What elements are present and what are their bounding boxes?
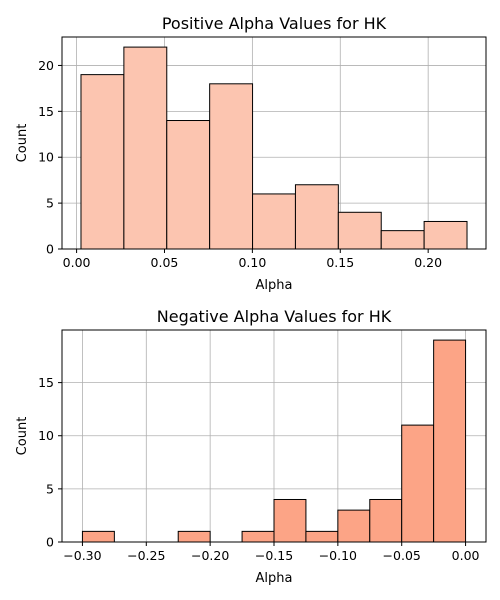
x-axis-label: Alpha	[256, 571, 293, 586]
y-tick-label: 10	[38, 150, 54, 165]
x-tick-label: −0.20	[191, 548, 229, 563]
histogram-bar	[401, 424, 435, 543]
histogram-bar	[337, 509, 371, 543]
y-tick-label: 5	[46, 196, 54, 211]
x-tick-label: 0.15	[326, 255, 354, 270]
y-axis-label: Count	[15, 124, 30, 163]
x-tick-label: 0.00	[452, 548, 480, 563]
y-tick-label: 0	[46, 242, 54, 257]
histogram-bar	[305, 530, 339, 543]
x-tick-label: 0.00	[63, 255, 91, 270]
y-tick-label: 20	[38, 58, 54, 73]
x-tick-label: −0.05	[383, 548, 421, 563]
x-tick-label: 0.05	[151, 255, 179, 270]
chart-title: Negative Alpha Values for HK	[157, 307, 392, 326]
histogram-bar	[273, 498, 307, 543]
histogram-bar	[80, 74, 125, 250]
histogram-bar	[209, 83, 254, 250]
histogram-bar	[337, 211, 382, 250]
y-tick-label: 10	[38, 428, 54, 443]
x-axis-label: Alpha	[256, 278, 293, 293]
x-tick-label: −0.10	[319, 548, 357, 563]
histogram-bar	[423, 220, 468, 250]
x-tick-label: 0.20	[414, 255, 442, 270]
histogram-bar	[369, 498, 403, 543]
histogram-bar	[177, 530, 211, 543]
x-tick-label: −0.30	[63, 548, 101, 563]
y-tick-label: 15	[38, 104, 54, 119]
histogram-bar	[123, 46, 168, 250]
chart-2: −0.30 −0.25 −0.20 −0.15 −0.10 −0.05 0.00 0 5 10 15…	[15, 307, 487, 586]
chart-1: 0.00 0.05 0.10 0.15 0.20 0 5 10 15 20 Positive Alp…	[15, 14, 487, 293]
histogram-bar	[380, 230, 425, 250]
axes-frame	[61, 36, 487, 250]
histogram-bar	[81, 530, 115, 543]
histogram-bar	[166, 120, 211, 250]
chart-title: Positive Alpha Values for HK	[162, 14, 387, 33]
x-tick-label: −0.25	[127, 548, 165, 563]
y-tick-label: 5	[46, 481, 54, 496]
x-tick-label: −0.15	[255, 548, 293, 563]
x-tick-label: 0.10	[238, 255, 266, 270]
y-tick-label: 15	[38, 375, 54, 390]
histogram-bar	[433, 339, 467, 543]
y-tick-label: 0	[46, 535, 54, 550]
histogram-bar	[252, 193, 296, 250]
y-axis-label: Count	[15, 417, 30, 456]
histogram-bar	[241, 530, 275, 543]
histogram-bar	[294, 184, 339, 250]
